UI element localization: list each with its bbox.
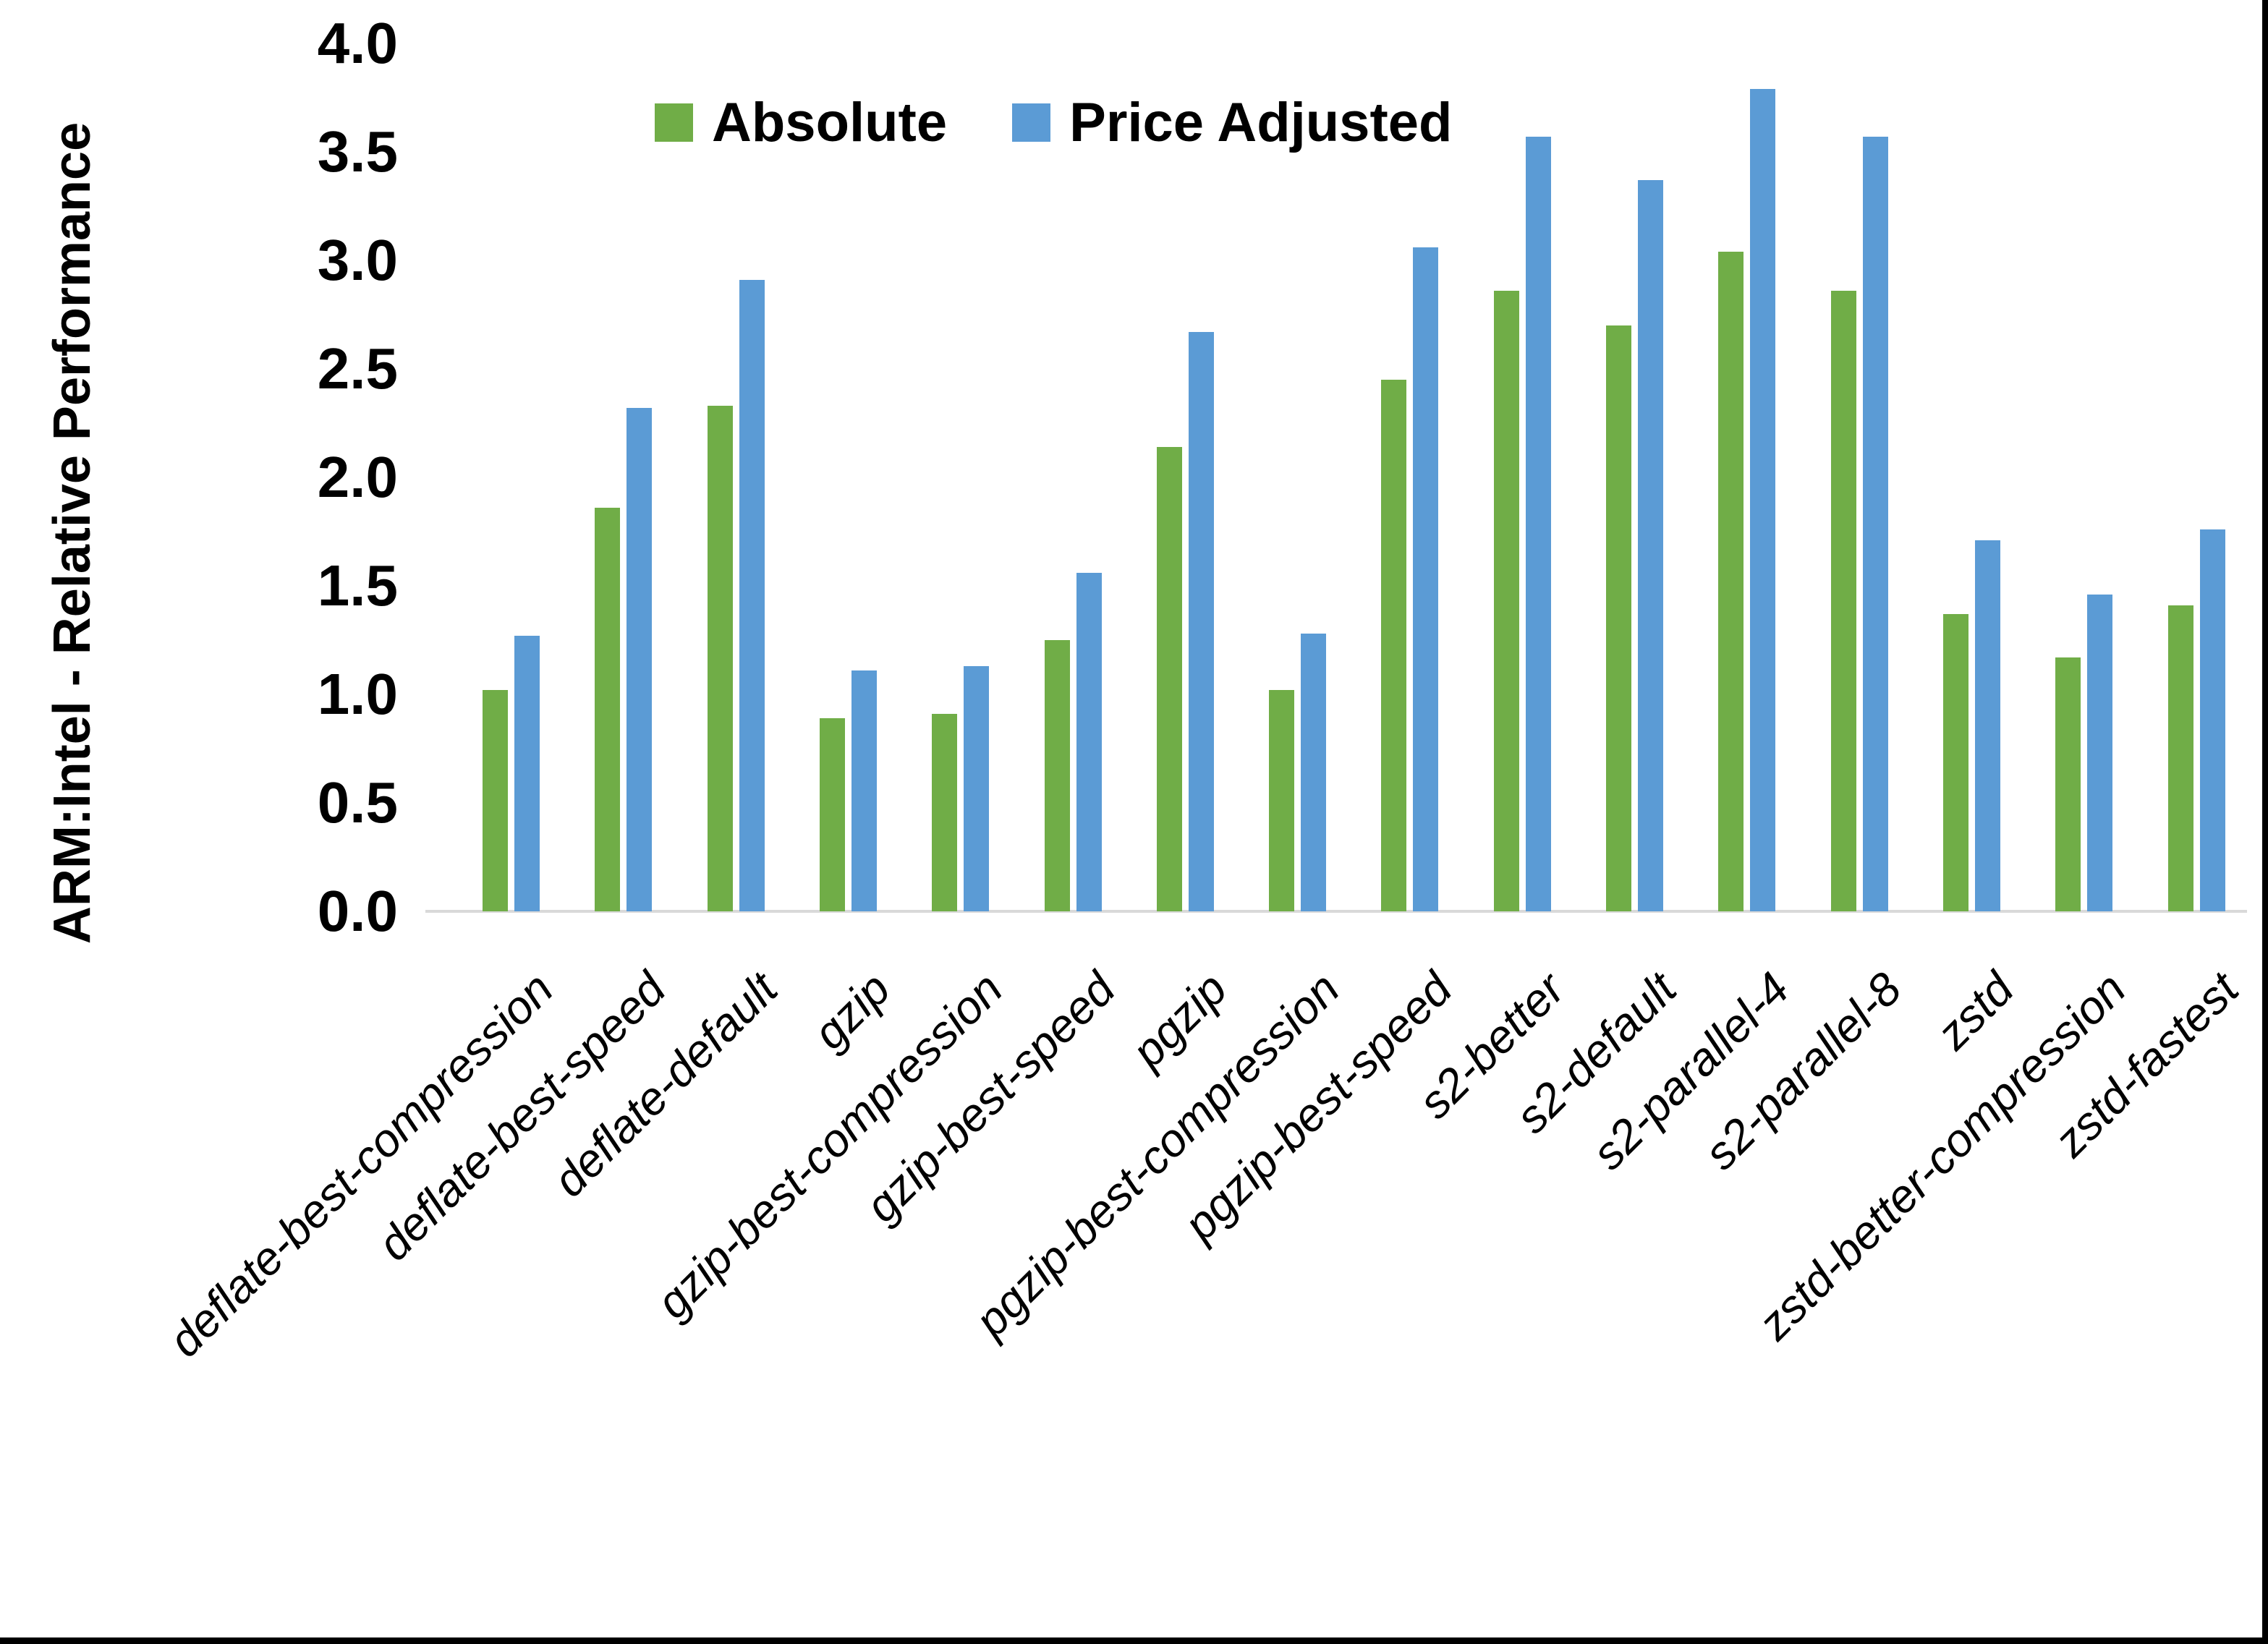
y-tick-label: 1.0	[317, 662, 398, 726]
bar-absolute-deflate-best-speed	[595, 508, 621, 911]
bar-absolute-zstd-better-compression	[2055, 657, 2081, 911]
page-border-bottom	[0, 1637, 2268, 1644]
bar-price-adjusted-deflate-default	[739, 280, 765, 911]
bar-price-adjusted-zstd	[1974, 540, 2000, 911]
bar-absolute-pgzip-best-speed	[1381, 380, 1407, 911]
bar-absolute-deflate-best-compression	[483, 690, 508, 911]
y-tick-label: 2.5	[317, 336, 398, 401]
bar-absolute-s2-default	[1606, 325, 1631, 911]
bar-absolute-gzip-best-compression	[932, 714, 958, 911]
bar-price-adjusted-gzip-best-compression	[964, 666, 990, 911]
y-tick-label: 3.0	[317, 228, 398, 292]
y-axis-title: ARM:Intel - Relative Performance	[43, 122, 101, 945]
bar-price-adjusted-zstd-fastest	[2199, 529, 2225, 911]
x-axis-line	[425, 910, 2247, 913]
bar-price-adjusted-pgzip-best-speed	[1413, 247, 1439, 911]
y-tick-label: 0.5	[317, 770, 398, 835]
legend: Absolute Price Adjusted	[655, 91, 1452, 154]
bar-price-adjusted-gzip	[851, 670, 877, 911]
bar-price-adjusted-s2-parallel-8	[1862, 137, 1888, 911]
page-border-right	[2262, 0, 2268, 1644]
legend-item-absolute: Absolute	[655, 91, 947, 154]
bar-absolute-gzip-best-speed	[1044, 640, 1070, 911]
x-tick-label: gzip	[803, 962, 901, 1060]
bar-absolute-pgzip	[1156, 447, 1182, 911]
legend-label: Price Adjusted	[1069, 92, 1453, 153]
y-tick-label: 0.0	[317, 879, 398, 943]
bar-absolute-pgzip-best-compression	[1269, 690, 1295, 911]
bar-absolute-deflate-default	[707, 406, 733, 911]
bar-absolute-s2-parallel-8	[1830, 291, 1856, 911]
bar-absolute-s2-parallel-4	[1718, 252, 1744, 911]
y-tick-label: 2.0	[317, 445, 398, 509]
bar-absolute-zstd	[1942, 614, 1968, 911]
legend-item-price-adjusted: Price Adjusted	[1012, 91, 1452, 154]
bar-price-adjusted-s2-better	[1525, 137, 1551, 911]
y-tick-label: 4.0	[317, 11, 398, 75]
bar-price-adjusted-s2-default	[1638, 180, 1663, 911]
legend-label: Absolute	[712, 92, 948, 153]
bar-absolute-s2-better	[1493, 291, 1519, 911]
y-tick-label: 3.5	[317, 119, 398, 184]
bar-absolute-zstd-fastest	[2167, 605, 2193, 911]
bar-price-adjusted-pgzip	[1188, 332, 1214, 911]
x-tick-label: zstd	[1927, 962, 2024, 1060]
bar-price-adjusted-s2-parallel-4	[1750, 89, 1776, 911]
bar-price-adjusted-deflate-best-speed	[627, 408, 653, 911]
bar-price-adjusted-pgzip-best-compression	[1301, 634, 1327, 911]
bar-absolute-gzip	[819, 718, 845, 911]
bar-price-adjusted-zstd-better-compression	[2087, 595, 2113, 911]
bar-price-adjusted-deflate-best-compression	[514, 636, 540, 911]
y-tick-label: 1.5	[317, 553, 398, 618]
legend-swatch-icon	[655, 103, 693, 142]
bar-price-adjusted-gzip-best-speed	[1076, 573, 1102, 911]
legend-swatch-icon	[1012, 103, 1051, 142]
